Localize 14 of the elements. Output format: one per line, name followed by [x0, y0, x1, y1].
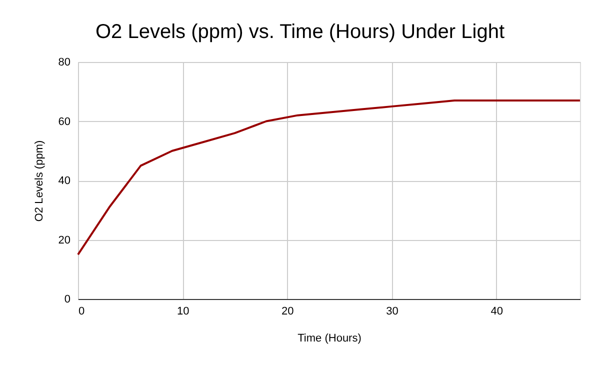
x-tick-label: 10	[176, 306, 190, 318]
x-tick-label: 20	[282, 306, 294, 318]
line-series	[77, 100, 581, 256]
y-tick-label: 20	[58, 234, 70, 246]
y-tick-label: 40	[58, 175, 70, 187]
y-axis-title: O2 Levels (ppm)	[33, 140, 46, 222]
x-axis-title: Time (Hours)	[298, 332, 362, 344]
chart-title: O2 Levels (ppm) vs. Time (Hours) Under Light	[95, 21, 505, 43]
x-tick-label: 40	[490, 306, 503, 318]
y-tick-label: 80	[58, 56, 70, 68]
x-tick-label: 30	[386, 306, 398, 318]
y-tick-label: 60	[58, 116, 70, 128]
y-tick-label: 0	[64, 294, 70, 306]
x-tick-label: 0	[78, 306, 85, 318]
